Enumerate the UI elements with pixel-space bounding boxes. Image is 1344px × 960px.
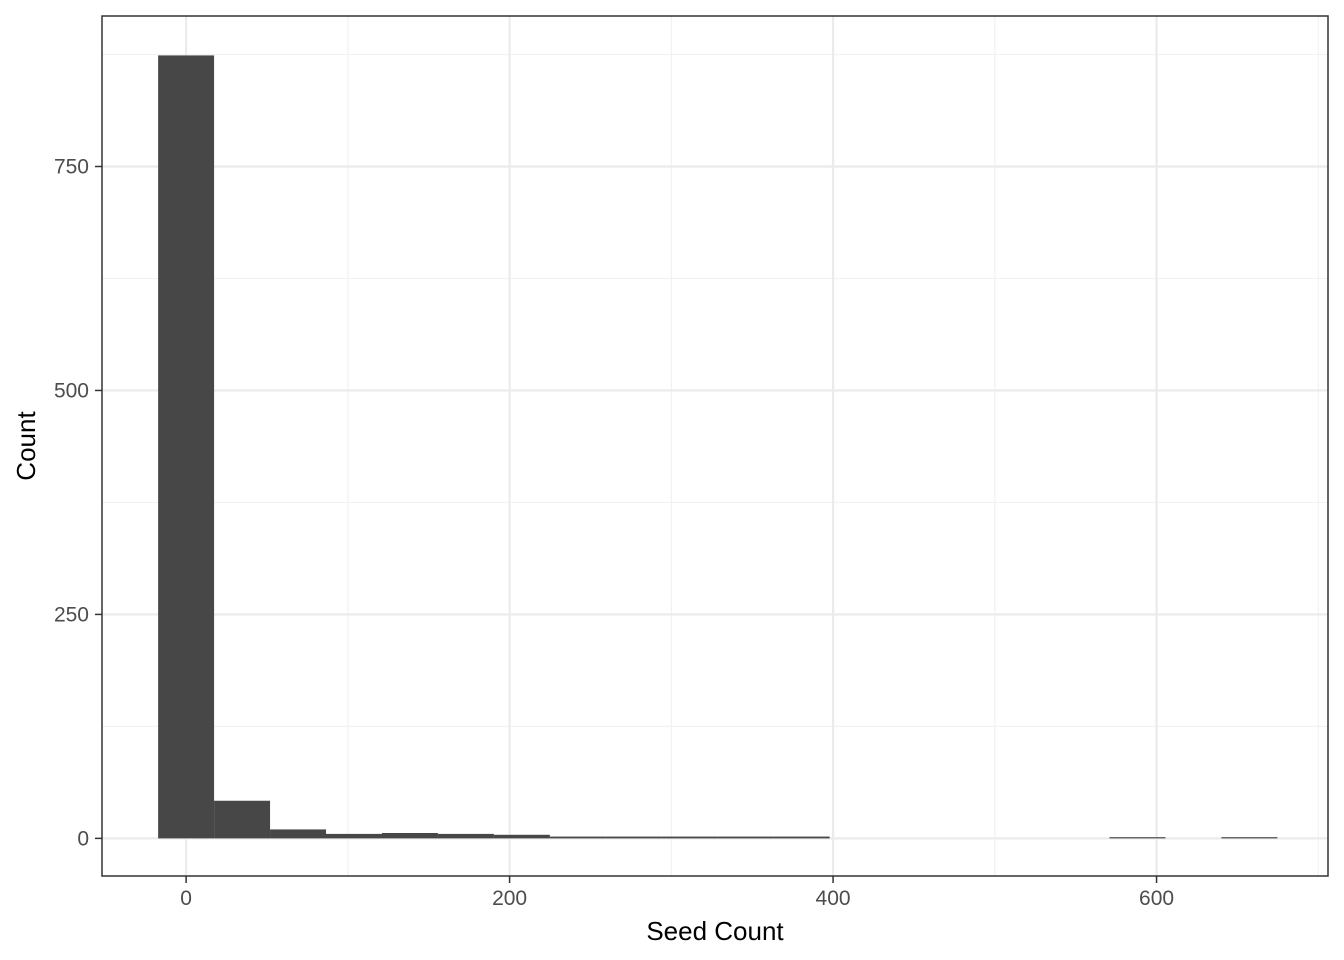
histogram-bar-2 [270, 829, 327, 839]
histogram-bar-9 [661, 836, 718, 839]
histogram-bars [158, 55, 1278, 839]
y-tick-label: 500 [54, 379, 89, 402]
y-tick-label: 750 [54, 156, 89, 179]
major-grid [102, 16, 1328, 876]
minor-grid [102, 16, 1328, 876]
panel-border [101, 15, 1329, 877]
histogram-bar-0 [158, 55, 215, 839]
histogram-bar-5 [437, 833, 494, 839]
histogram-bar-8 [605, 836, 662, 839]
histogram-bar-3 [326, 833, 382, 839]
x-tick-label: 200 [492, 887, 527, 910]
y-axis-title: Count [11, 411, 41, 481]
histogram-bar-7 [549, 836, 606, 839]
histogram-bar-1 [214, 800, 271, 839]
histogram-bar-11 [773, 836, 830, 839]
y-axis: 0 250 500 750 [54, 156, 102, 850]
histogram-bar-4 [381, 833, 438, 839]
histogram-bar-19 [1221, 837, 1278, 839]
x-axis: 0 200 400 600 [180, 876, 1174, 910]
histogram-bar-17 [1109, 837, 1166, 839]
y-tick-label: 0 [77, 827, 89, 850]
x-axis-title: Seed Count [646, 916, 784, 946]
x-tick-label: 0 [180, 887, 192, 910]
histogram-bar-6 [493, 834, 550, 839]
histogram-bar-10 [717, 836, 774, 839]
y-tick-label: 250 [54, 603, 89, 626]
x-tick-label: 400 [816, 887, 851, 910]
x-tick-label: 600 [1139, 887, 1174, 910]
